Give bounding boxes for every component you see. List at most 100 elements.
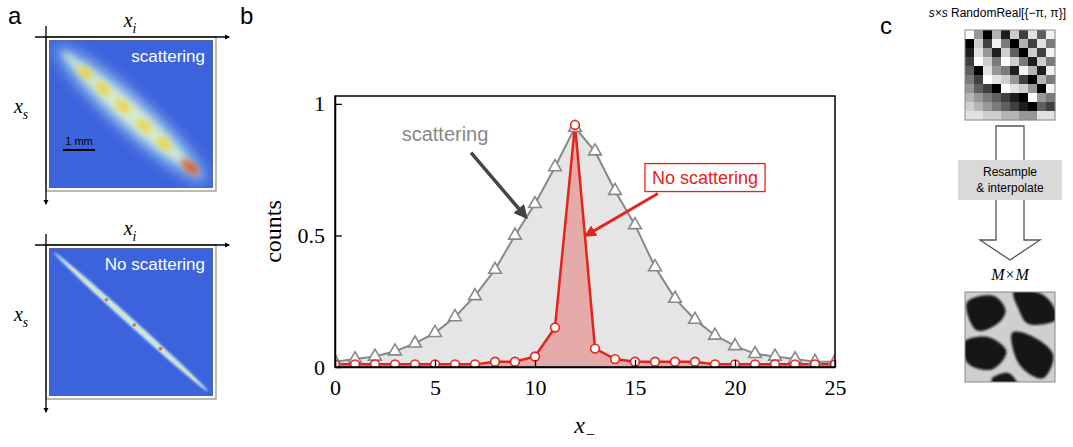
grid-cell — [1028, 84, 1037, 93]
series-label: scattering — [402, 123, 489, 145]
image-background — [49, 40, 213, 188]
grid-cell — [965, 57, 974, 66]
series-marker — [791, 360, 800, 367]
x-axis: 0510152025 — [330, 360, 847, 400]
x-tick-mark — [735, 360, 736, 367]
grid-cell — [1001, 75, 1010, 84]
series-marker — [611, 355, 620, 364]
series-marker — [509, 228, 522, 239]
scale-bar-label: 1 mm — [65, 135, 93, 147]
grid-cell — [1037, 111, 1046, 120]
axis-label: xi — [123, 217, 137, 244]
axis-label: xs — [13, 95, 28, 122]
grid-cell — [983, 75, 992, 84]
y-axis-title: counts — [260, 200, 286, 263]
annotations: scattering No scattering — [402, 123, 765, 236]
grid-cell — [1001, 30, 1010, 39]
series-marker — [751, 360, 760, 367]
grid-cell — [992, 111, 1001, 120]
grid-cell — [1010, 93, 1019, 102]
x-axis-title: x− — [573, 412, 596, 444]
grid-cell — [992, 48, 1001, 57]
panel-a: xixs1 mmscatteringxixsNo scattering — [13, 9, 229, 412]
grid-cell — [965, 48, 974, 57]
panel-letter: c — [880, 12, 892, 39]
grid-cell — [1028, 66, 1037, 75]
grid-cell — [983, 30, 992, 39]
grid-cell — [1046, 75, 1055, 84]
pattern-frame — [965, 292, 1055, 382]
y-tick-mark — [335, 104, 342, 105]
grid-cell — [1046, 102, 1055, 111]
grid-cell — [1001, 57, 1010, 66]
grid-cell — [992, 93, 1001, 102]
figure: abcxixs1 mmscatteringxixsNo scattering05… — [0, 0, 1073, 447]
grid-cell — [1046, 84, 1055, 93]
grid-cell — [965, 93, 974, 102]
grid-cell — [1046, 57, 1055, 66]
series-line — [335, 125, 835, 364]
grid-cell — [992, 84, 1001, 93]
x-tick-mark — [435, 360, 436, 367]
grid-cell — [1028, 75, 1037, 84]
correlation-band — [49, 40, 213, 188]
axis-label-sub: s — [23, 107, 28, 122]
intensity-spot — [159, 347, 163, 351]
intensity-spot — [75, 63, 95, 82]
series-marker — [771, 360, 780, 367]
y-tick: 1 — [314, 91, 342, 116]
series-marker — [449, 310, 462, 321]
axis-arrow — [35, 36, 229, 37]
pattern-blob — [966, 295, 1005, 331]
axis-label-base: x — [13, 303, 23, 325]
image — [49, 248, 213, 396]
series-marker — [389, 344, 402, 355]
axis-label-base: x — [13, 95, 23, 117]
grid-cell — [1019, 102, 1028, 111]
grid-cell — [1010, 75, 1019, 84]
grid-cell — [1001, 102, 1010, 111]
grid-cell — [1010, 48, 1019, 57]
pattern-blob — [1011, 332, 1053, 379]
grid-cell — [992, 30, 1001, 39]
grid-cell — [974, 102, 983, 111]
grid-cell — [983, 84, 992, 93]
grid-cell — [983, 93, 992, 102]
grid-cell — [965, 30, 974, 39]
grid-cell — [983, 111, 992, 120]
series-marker — [531, 352, 540, 361]
grid-cell — [1046, 48, 1055, 57]
series-marker — [651, 357, 660, 366]
series-marker — [551, 323, 560, 332]
grid-cell — [1010, 57, 1019, 66]
series-marker — [731, 360, 740, 367]
series-marker — [549, 160, 562, 171]
grid-cell — [1028, 102, 1037, 111]
series-marker — [669, 291, 682, 302]
grid-cell — [1019, 30, 1028, 39]
grid-cell — [1046, 30, 1055, 39]
grid-cell — [1010, 30, 1019, 39]
series-marker — [649, 260, 662, 271]
series-marker — [589, 144, 602, 155]
grid-cell — [1037, 84, 1046, 93]
image-frame — [46, 245, 216, 399]
series-marker — [689, 312, 702, 323]
intensity-spot — [132, 323, 136, 327]
series-label: No scattering — [652, 168, 758, 188]
grid-cell — [1046, 111, 1055, 120]
axis-label-sub: i — [133, 21, 137, 36]
grid-cell — [1028, 30, 1037, 39]
grid-cell — [1037, 57, 1046, 66]
series-marker — [469, 289, 482, 300]
grid-cell — [1001, 111, 1010, 120]
intensity-spot — [154, 134, 174, 153]
grid-cell — [1019, 75, 1028, 84]
series-marker — [351, 360, 360, 367]
grid-cell — [1010, 111, 1019, 120]
x-tick-label: 25 — [825, 375, 847, 400]
series-marker — [591, 344, 600, 353]
process-label-line: Resample — [983, 165, 1037, 179]
series-marker — [711, 360, 720, 367]
grid-cell — [983, 102, 992, 111]
